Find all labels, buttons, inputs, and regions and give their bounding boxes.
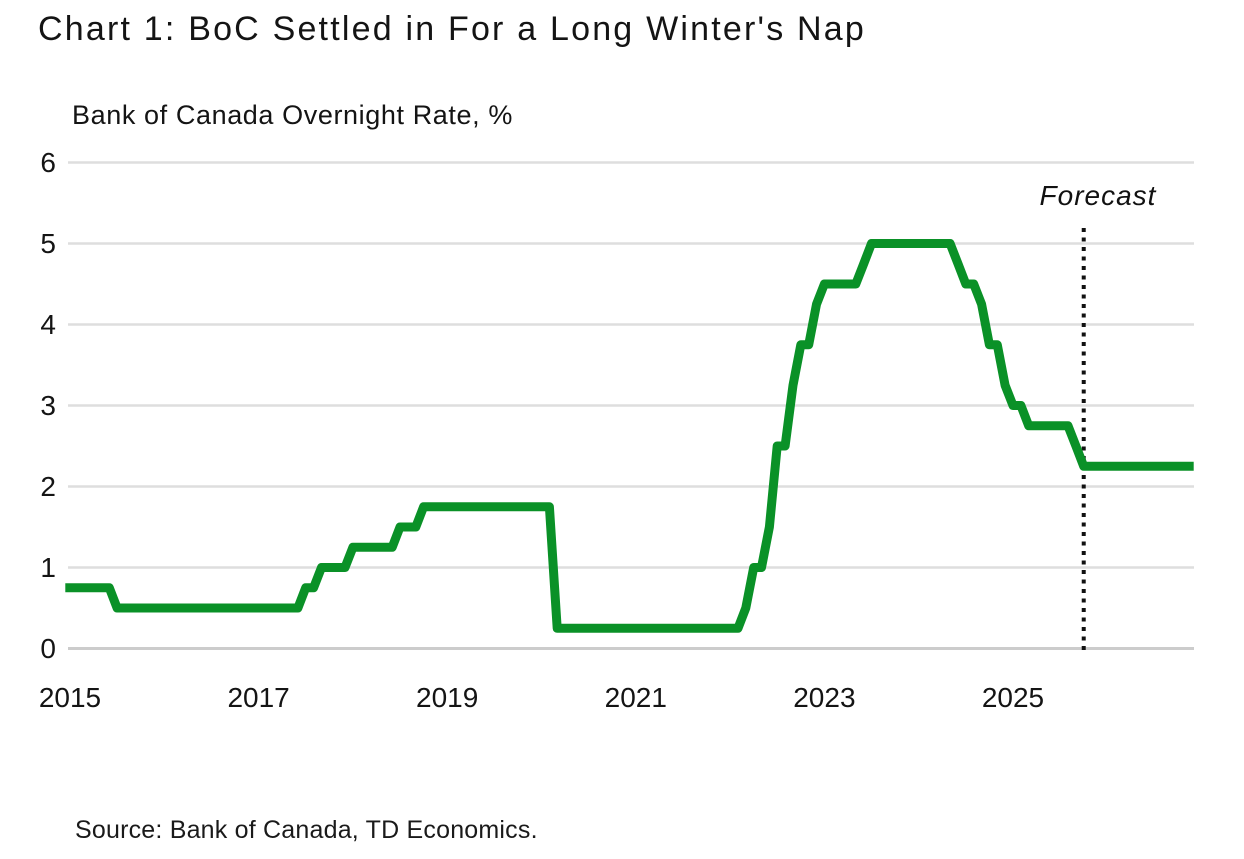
overnight-rate-line (65, 239, 1194, 633)
y-axis-tick-label: 6 (40, 146, 56, 178)
x-axis-tick-label: 2019 (416, 682, 479, 713)
x-axis-tick-label: 2017 (227, 682, 290, 713)
x-axis-tick-label: 2015 (38, 682, 102, 713)
chart-title: Chart 1: BoC Settled in For a Long Winte… (38, 10, 867, 48)
chart-y-axis-title: Bank of Canada Overnight Rate, % (72, 100, 513, 130)
y-axis-tick-label: 2 (40, 470, 56, 502)
y-axis-tick-label: 3 (40, 389, 56, 421)
y-axis-tick-label: 1 (40, 551, 56, 583)
x-axis-tick-label: 2021 (604, 682, 667, 713)
forecast-annotation: Forecast (1039, 180, 1157, 211)
x-axis-tick-label: 2025 (981, 682, 1045, 713)
source-note: Source: Bank of Canada, TD Economics. (75, 816, 538, 844)
y-axis-tick-label: 4 (40, 308, 56, 340)
y-axis-tick-label: 5 (40, 227, 56, 259)
x-axis-tick-label: 2023 (793, 682, 856, 713)
y-axis-tick-label: 0 (40, 632, 56, 664)
